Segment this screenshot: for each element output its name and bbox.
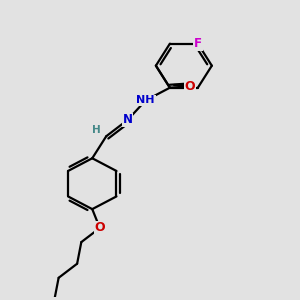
Text: H: H — [92, 124, 100, 135]
Text: O: O — [94, 221, 105, 235]
Text: NH: NH — [136, 95, 155, 105]
Text: O: O — [184, 80, 195, 93]
Text: N: N — [123, 113, 133, 126]
Text: F: F — [194, 37, 202, 50]
